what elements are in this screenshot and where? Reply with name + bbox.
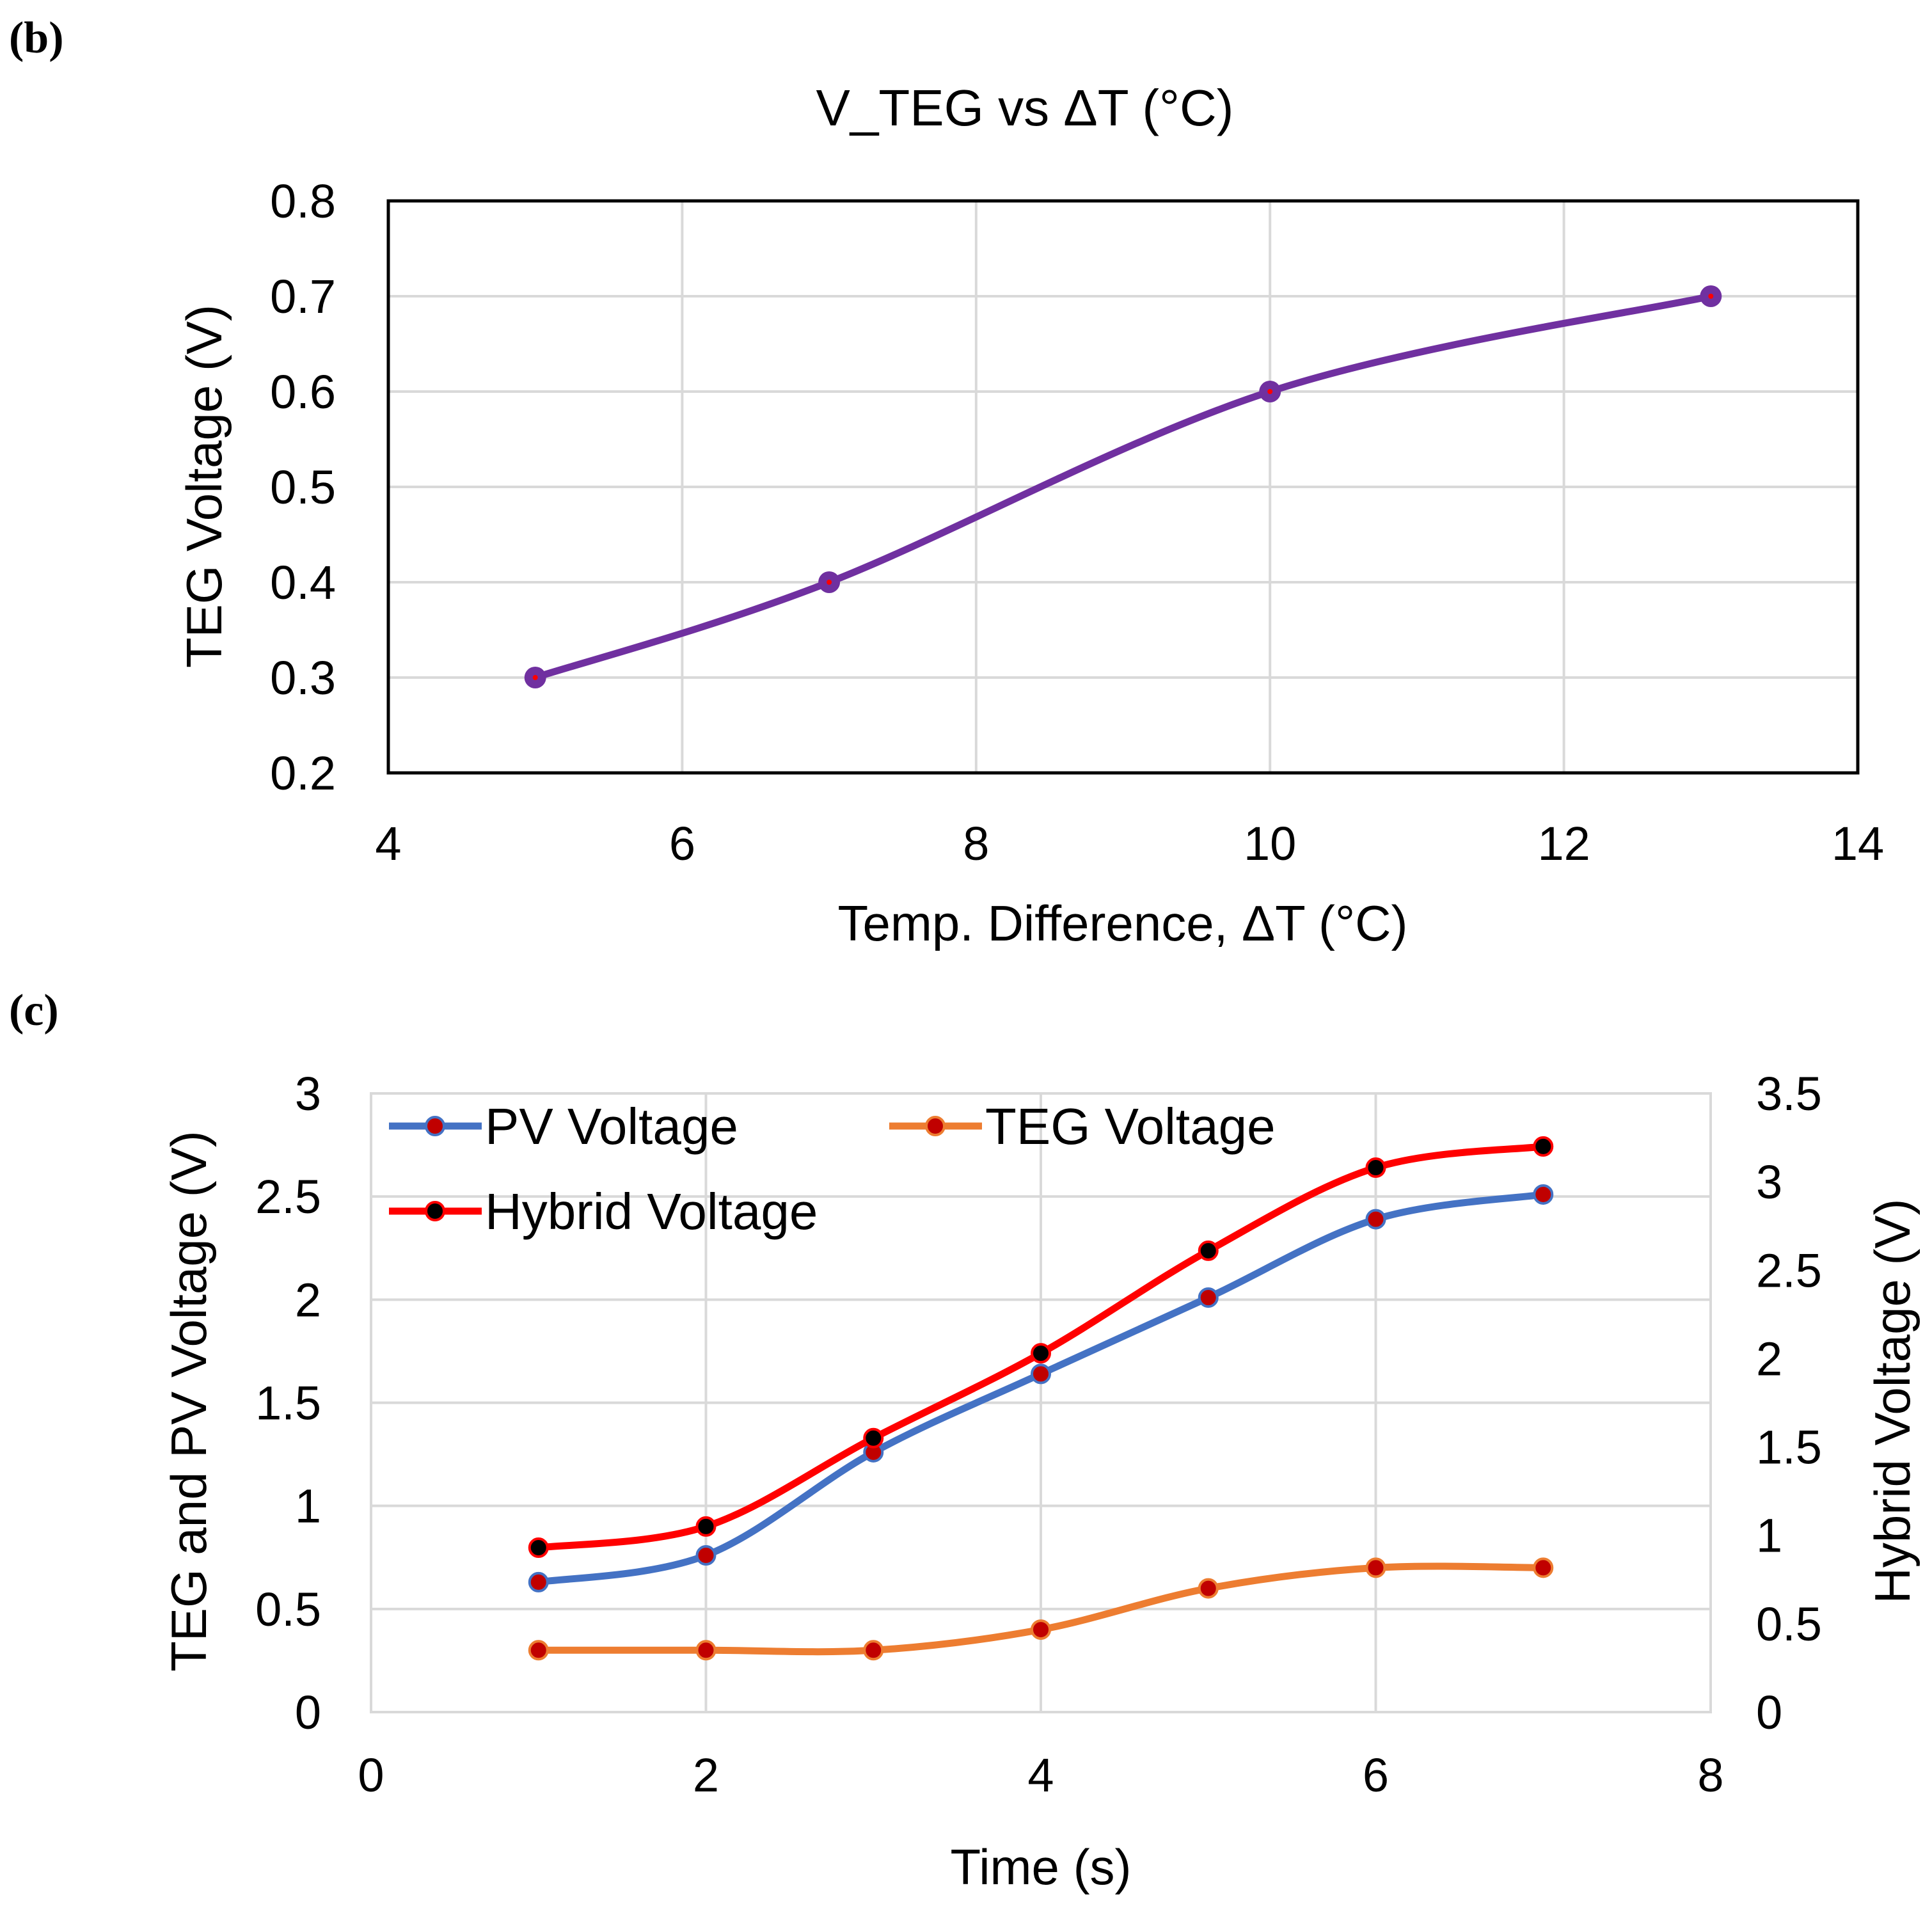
chart-b-y-tick-label: 0.5 <box>270 461 336 514</box>
hybrid-voltage-data-point <box>1031 1343 1051 1364</box>
chart-c-right-y-axis-label: Hybrid Voltage (V) <box>1864 1199 1920 1604</box>
panel-c-tag: (c) <box>9 986 59 1035</box>
v-teg-series-line <box>532 292 1714 681</box>
hybrid-voltage-data-point <box>528 1537 549 1559</box>
panel-b-tag: (b) <box>9 13 64 63</box>
chart-c-x-tick-label: 6 <box>1363 1749 1389 1802</box>
chart-b-series <box>524 285 1722 688</box>
chart-c-right-y-tick-label: 1 <box>1756 1509 1782 1562</box>
chart-c-right-y-tick-label: 0.5 <box>1756 1598 1822 1651</box>
hybrid-voltage-data-point <box>1533 1136 1554 1157</box>
chart-b-y-tick-label: 0.8 <box>270 175 336 228</box>
hybrid-voltage-data-point <box>863 1427 884 1449</box>
teg-voltage-legend-label: TEG Voltage <box>985 1098 1276 1155</box>
chart-c-x-axis-label: Time (s) <box>950 1839 1131 1895</box>
chart-c-right-y-tick-label: 3.5 <box>1756 1067 1822 1120</box>
chart-b-title: V_TEG vs ΔT (°C) <box>816 79 1234 136</box>
chart-b-x-tick-label: 12 <box>1537 817 1590 870</box>
hybrid-voltage-data-point <box>695 1516 717 1537</box>
chart-b-y-tick-label: 0.3 <box>270 651 336 704</box>
voltage-vs-time-chart: PV Voltage TEG Voltage Hybrid Voltage 0 2 4 6… <box>161 1067 1920 1895</box>
chart-c-y-tick-label: 0.5 <box>255 1583 321 1636</box>
teg-voltage-data-point <box>1533 1557 1554 1578</box>
chart-c-y-tick-label: 0 <box>295 1686 321 1739</box>
chart-b-y-tick-label: 0.2 <box>270 747 336 800</box>
chart-c-plot-frame <box>370 1092 1712 1713</box>
pv-voltage-data-point <box>1031 1363 1051 1385</box>
hybrid-voltage-data-point <box>1198 1240 1219 1261</box>
pv-voltage-data-point <box>1198 1287 1219 1308</box>
chart-b-x-tick-label: 8 <box>963 817 989 870</box>
chart-c-x-tick-label: 8 <box>1697 1749 1723 1802</box>
pv-voltage-legend-label: PV Voltage <box>485 1098 738 1155</box>
teg-voltage-data-point <box>1198 1578 1219 1599</box>
teg-voltage-vs-temp-chart: V_TEG vs ΔT (°C) 4 6 8 10 12 14 0.20.30.40.50… <box>176 79 1884 951</box>
chart-b-y-tick-label: 0.7 <box>270 270 336 323</box>
hybrid-voltage-legend-marker <box>425 1201 445 1221</box>
v-teg-data-point-center <box>1267 389 1273 394</box>
pv-voltage-data-point <box>1533 1184 1554 1205</box>
chart-b-x-tick-label: 14 <box>1832 817 1884 870</box>
chart-b-plot-frame <box>386 199 1860 775</box>
chart-c-gridlines <box>371 1093 1711 1712</box>
chart-b-x-tick-label: 4 <box>375 817 401 870</box>
chart-c-y-tick-labels: 0 0.5 1 1.5 2 2.5 3 <box>255 1067 321 1739</box>
teg-voltage-data-point <box>695 1640 717 1661</box>
pv-voltage-data-point <box>695 1545 717 1566</box>
chart-c-right-y-tick-labels: 0 0.5 1 1.5 2 2.5 3 3.5 <box>1756 1067 1822 1739</box>
chart-b-gridlines <box>388 201 1858 773</box>
chart-c-right-y-tick-label: 3 <box>1756 1155 1782 1209</box>
chart-c-y-axis-label: TEG and PV Voltage (V) <box>161 1131 217 1671</box>
hybrid-voltage-legend-label: Hybrid Voltage <box>485 1183 818 1240</box>
chart-c-right-y-tick-label: 0 <box>1756 1686 1782 1739</box>
pv-voltage-data-point <box>528 1571 549 1592</box>
pv-voltage-legend-marker <box>425 1116 445 1136</box>
v-teg-data-point-center <box>1708 294 1714 299</box>
chart-c-y-tick-label: 3 <box>295 1067 321 1120</box>
chart-b-x-tick-labels: 4 6 8 10 12 14 <box>375 817 1884 870</box>
chart-c-x-tick-labels: 0 2 4 6 8 <box>358 1749 1723 1802</box>
chart-c-y-tick-label: 1.5 <box>255 1377 321 1430</box>
chart-c-y-tick-label: 1 <box>295 1480 321 1533</box>
chart-c-x-tick-label: 0 <box>358 1749 384 1802</box>
chart-c-y-tick-label: 2.5 <box>255 1170 321 1223</box>
chart-c-legend: PV Voltage TEG Voltage Hybrid Voltage <box>389 1098 1276 1240</box>
chart-c-x-tick-label: 2 <box>693 1749 719 1802</box>
hybrid-voltage-data-point <box>1365 1157 1386 1179</box>
chart-c-x-tick-label: 4 <box>1027 1749 1054 1802</box>
teg-voltage-data-point <box>1031 1619 1051 1640</box>
teg-voltage-data-point <box>863 1640 884 1661</box>
pv-voltage-data-point <box>1365 1209 1386 1230</box>
chart-c-y-tick-label: 2 <box>295 1273 321 1326</box>
teg-voltage-data-point <box>528 1640 549 1661</box>
chart-b-x-tick-label: 10 <box>1244 817 1296 870</box>
chart-b-x-tick-label: 6 <box>669 817 695 870</box>
chart-c-right-y-tick-label: 1.5 <box>1756 1421 1822 1474</box>
chart-c-series <box>528 1136 1554 1661</box>
chart-c-right-y-tick-label: 2 <box>1756 1332 1782 1385</box>
chart-b-y-tick-labels: 0.2 0.3 0.4 0.5 0.6 0.7 0.8 <box>270 175 336 800</box>
teg-voltage-data-point <box>1365 1557 1386 1578</box>
teg-voltage-legend-marker <box>925 1116 946 1136</box>
chart-b-y-axis-label: TEG Voltage (V) <box>176 305 232 668</box>
chart-b-y-tick-label: 0.6 <box>270 365 336 418</box>
chart-b-y-tick-label: 0.4 <box>270 556 336 609</box>
chart-c-right-y-tick-label: 2.5 <box>1756 1244 1822 1297</box>
v-teg-data-point-center <box>827 580 832 585</box>
v-teg-data-point-center <box>532 675 538 680</box>
chart-b-x-axis-label: Temp. Difference, ΔT (°C) <box>838 895 1408 951</box>
